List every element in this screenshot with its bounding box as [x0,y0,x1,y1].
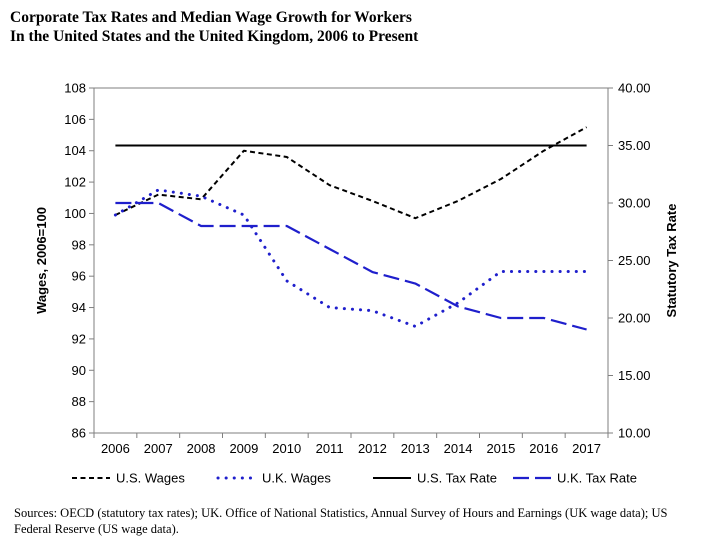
left-axis-tick-label: 94 [72,300,86,315]
left-axis-title: Wages, 2006=100 [34,207,49,314]
left-axis-tick-label: 90 [72,363,86,378]
chart-title: Corporate Tax Rates and Median Wage Grow… [10,8,700,46]
x-axis-tick-label: 2016 [529,441,558,456]
x-axis-tick-label: 2012 [358,441,387,456]
right-axis-tick-label: 40.00 [618,81,651,96]
left-axis-tick-label: 104 [64,143,86,158]
series-line-u-k-wages [113,188,589,328]
x-axis-tick-label: 2015 [486,441,515,456]
x-axis-tick-label: 2017 [572,441,601,456]
legend-item-u-k-wages: U.K. Wages [216,471,331,486]
x-axis-tick-label: 2008 [187,441,216,456]
x-axis-tick-label: 2009 [229,441,258,456]
left-axis-tick-label: 92 [72,331,86,346]
legend-item-u-k-tax-rate: U.K. Tax Rate [513,471,637,486]
right-axis-tick-label: 10.00 [618,426,651,441]
x-axis-tick-label: 2014 [444,441,473,456]
left-axis-tick-label: 96 [72,269,86,284]
left-axis-tick-label: 100 [64,206,86,221]
x-axis-tick-label: 2013 [401,441,430,456]
left-axis-tick-label: 102 [64,175,86,190]
source-note: Sources: OECD (statutory tax rates); UK.… [14,506,668,536]
x-axis-tick-label: 2007 [144,441,173,456]
right-axis-tick-label: 20.00 [618,311,651,326]
left-axis-tick-label: 106 [64,112,86,127]
legend-label-u-k-wages: U.K. Wages [262,471,331,486]
x-axis-tick-label: 2011 [316,441,344,456]
right-axis-title: Statutory Tax Rate [664,204,679,318]
series-line-u-s-wages [114,126,588,220]
legend-label-u-k-tax-rate: U.K. Tax Rate [557,471,637,486]
left-axis-tick-label: 108 [64,81,86,96]
chart-title-line-1: Corporate Tax Rates and Median Wage Grow… [10,9,412,26]
chart-axes: 86 88 90 92 94 96 98 100 102 104 106 108 10.00 15.00 2… [34,81,679,457]
legend-item-u-s-tax-rate: U.S. Tax Rate [373,471,497,486]
series-line-u-k-tax-rate [115,201,587,331]
chart-series-layer [113,126,589,331]
legend-label-u-s-tax-rate: U.S. Tax Rate [417,471,497,486]
chart-title-line-2: In the United States and the United King… [10,28,419,45]
right-axis-tick-label: 30.00 [618,196,651,211]
right-axis-tick-label: 25.00 [618,253,651,268]
right-axis-tick-label: 35.00 [618,138,651,153]
right-axis-tick-label: 15.00 [618,368,651,383]
left-axis-tick-label: 88 [72,394,86,409]
legend-label-u-s-wages: U.S. Wages [116,471,185,486]
left-axis-tick-label: 98 [72,237,86,252]
left-axis-tick-label: 86 [72,426,86,441]
chart-legend: U.S. Wages U.K. Wages U.S. Tax Rate U.K. Ta… [72,471,637,486]
x-axis-tick-label: 2010 [272,441,301,456]
legend-item-u-s-wages: U.S. Wages [72,471,185,486]
x-axis-tick-label: 2006 [101,441,130,456]
